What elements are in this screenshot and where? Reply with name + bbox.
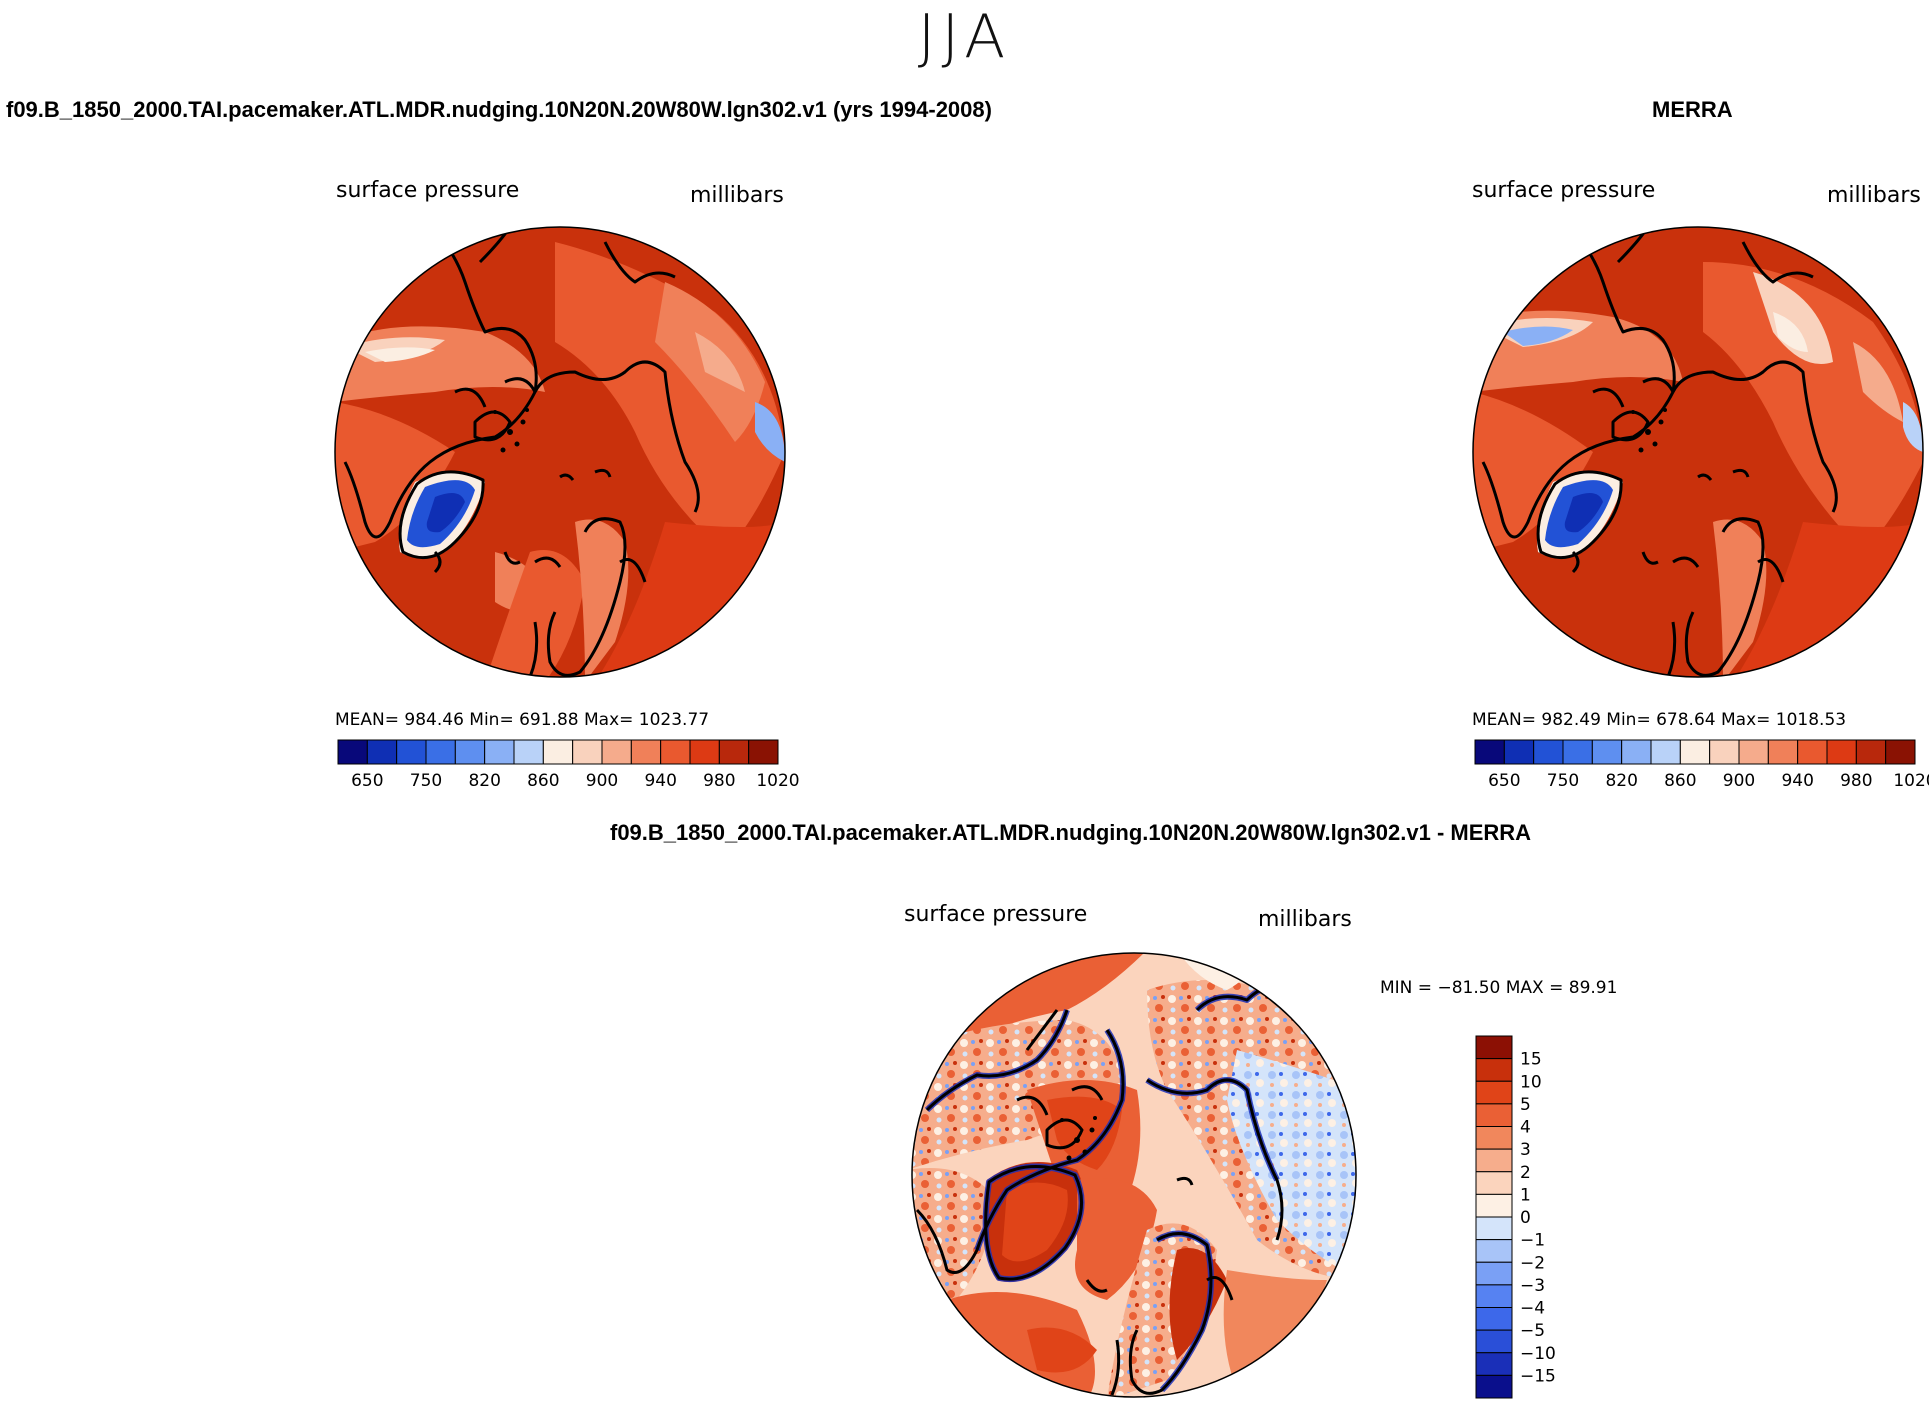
colorbar-tick-label: 0 <box>1520 1208 1531 1228</box>
diff-case-title: f09.B_1850_2000.TAI.pacemaker.ATL.MDR.nu… <box>610 820 1532 845</box>
colorbar-swatch <box>748 739 779 765</box>
colorbar-swatch <box>1475 1374 1513 1399</box>
colorbar-swatch <box>542 739 574 765</box>
colorbar-tick-label: 4 <box>1520 1118 1531 1138</box>
colorbar-swatch <box>484 739 515 765</box>
diff-units-label: millibars <box>1258 907 1352 932</box>
colorbar-tick-label: 1020 <box>1893 771 1929 791</box>
colorbar-swatch <box>1475 1171 1513 1195</box>
model-map <box>334 226 786 678</box>
model-case-title: f09.B_1850_2000.TAI.pacemaker.ATL.MDR.nu… <box>6 97 992 122</box>
colorbar-swatch <box>1475 1239 1513 1263</box>
diff-map <box>911 952 1357 1398</box>
colorbar-swatch <box>1475 1103 1513 1127</box>
colorbar-swatch <box>718 739 750 765</box>
colorbar-swatch <box>689 739 720 765</box>
colorbar-tick-label: −3 <box>1520 1276 1545 1296</box>
model-colorbar: 650 750 820 860 900 940 980 1020 <box>337 739 800 791</box>
colorbar-tick-label: −15 <box>1520 1366 1556 1386</box>
colorbar-tick-label: 5 <box>1520 1095 1531 1115</box>
colorbar-tick-label: 860 <box>1664 771 1696 791</box>
model-variable-label: surface pressure <box>336 178 520 203</box>
colorbar-swatch <box>1562 739 1593 765</box>
colorbar-swatch <box>1650 739 1681 765</box>
colorbar-swatch <box>572 739 603 765</box>
colorbar-swatch <box>1738 739 1769 765</box>
colorbar-tick-label: 3 <box>1520 1140 1531 1160</box>
obs-stats: MEAN= 982.49 Min= 678.64 Max= 1018.53 <box>1472 710 1847 730</box>
colorbar-tick-label: 15 <box>1520 1050 1542 1070</box>
season-title: JJA <box>917 2 1012 72</box>
colorbar-tick-label: 820 <box>1605 771 1637 791</box>
colorbar-tick-label: −1 <box>1520 1231 1545 1251</box>
colorbar-tick-label: 750 <box>410 771 442 791</box>
colorbar-tick-label: 1020 <box>756 771 799 791</box>
colorbar-tick-label: 820 <box>468 771 500 791</box>
colorbar-tick-label: −5 <box>1520 1321 1545 1341</box>
colorbar-tick-label: 900 <box>586 771 618 791</box>
colorbar-tick-label: 980 <box>1840 771 1872 791</box>
colorbar-swatch <box>366 739 398 765</box>
colorbar-swatch <box>1621 739 1652 765</box>
colorbar-swatch <box>1767 739 1799 765</box>
colorbar-tick-label: 940 <box>1781 771 1813 791</box>
colorbar-swatch <box>396 739 427 765</box>
colorbar-tick-label: 2 <box>1520 1163 1531 1183</box>
colorbar-tick-label: 900 <box>1723 771 1755 791</box>
colorbar-swatch <box>1475 1080 1513 1105</box>
colorbar-tick-label: 940 <box>644 771 676 791</box>
colorbar-tick-label: −2 <box>1520 1253 1545 1273</box>
diff-variable-label: surface pressure <box>904 902 1088 927</box>
colorbar-swatch <box>1475 1329 1513 1354</box>
colorbar-swatch <box>1709 739 1740 765</box>
colorbar-swatch <box>1475 1284 1513 1308</box>
model-units-label: millibars <box>690 183 784 208</box>
colorbar-swatch <box>1591 739 1623 765</box>
colorbar-tick-label: 750 <box>1547 771 1579 791</box>
colorbar-swatch <box>1475 1126 1513 1150</box>
colorbar-swatch <box>1475 1193 1513 1218</box>
colorbar-swatch <box>1826 739 1857 765</box>
colorbar-tick-label: 1 <box>1520 1185 1531 1205</box>
colorbar-swatch <box>1797 739 1828 765</box>
colorbar-swatch <box>425 739 456 765</box>
colorbar-swatch <box>1475 1307 1513 1331</box>
colorbar-tick-label: −4 <box>1520 1299 1545 1319</box>
colorbar-swatch <box>1533 739 1564 765</box>
colorbar-tick-label: 650 <box>1488 771 1520 791</box>
colorbar-swatch <box>630 739 662 765</box>
colorbar-tick-label: 860 <box>527 771 559 791</box>
colorbar-swatch <box>1475 1035 1513 1060</box>
colorbar-swatch <box>1475 1148 1513 1173</box>
colorbar-swatch <box>1475 1352 1513 1376</box>
colorbar-swatch <box>1885 739 1916 765</box>
obs-variable-label: surface pressure <box>1472 178 1656 203</box>
obs-colorbar: 650 750 820 860 900 940 980 1020 <box>1474 739 1929 791</box>
colorbar-tick-label: −10 <box>1520 1344 1556 1364</box>
colorbar-swatch <box>1475 1058 1513 1082</box>
colorbar-tick-label: 650 <box>351 771 383 791</box>
colorbar-tick-label: 10 <box>1520 1072 1542 1092</box>
obs-map <box>1472 226 1924 678</box>
diff-stats: MIN = −81.50 MAX = 89.91 <box>1380 978 1618 998</box>
colorbar-swatch <box>1475 1216 1513 1241</box>
colorbar-swatch <box>1474 739 1505 765</box>
colorbar-tick-label: 980 <box>703 771 735 791</box>
colorbar-swatch <box>1679 739 1711 765</box>
obs-case-title: MERRA <box>1652 97 1733 122</box>
colorbar-swatch <box>1503 739 1535 765</box>
colorbar-swatch <box>1475 1261 1513 1286</box>
colorbar-swatch <box>454 739 486 765</box>
colorbar-swatch <box>1855 739 1887 765</box>
model-stats: MEAN= 984.46 Min= 691.88 Max= 1023.77 <box>335 710 710 730</box>
colorbar-swatch <box>337 739 368 765</box>
obs-units-label: millibars <box>1827 183 1921 208</box>
colorbar-swatch <box>513 739 544 765</box>
colorbar-swatch <box>601 739 632 765</box>
colorbar-swatch <box>660 739 691 765</box>
